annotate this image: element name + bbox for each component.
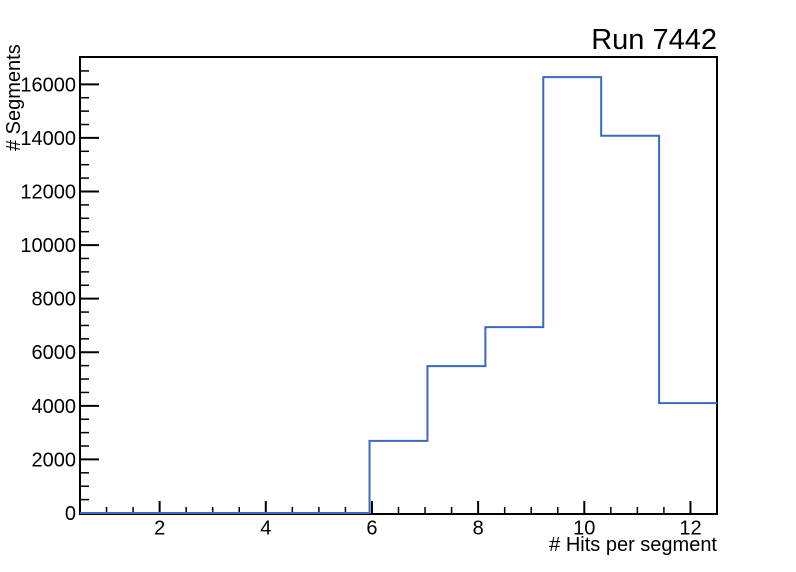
x-tick-label: 6	[366, 518, 377, 540]
y-tick-label: 10000	[20, 235, 76, 257]
plot-frame	[79, 56, 718, 515]
y-tick-label: 0	[65, 503, 76, 525]
x-tick-label: 4	[260, 518, 271, 540]
y-tick-label: 14000	[20, 128, 76, 150]
y-tick-label: 4000	[32, 396, 77, 418]
x-tick-label: 8	[473, 518, 484, 540]
page-title: Run 7442	[591, 24, 717, 56]
y-tick-label: 16000	[20, 74, 76, 96]
y-tick-label: 2000	[32, 449, 77, 471]
x-axis-title: # Hits per segment	[549, 534, 717, 556]
x-tick-label: 10	[573, 518, 595, 540]
y-axis-title: # Segments	[3, 44, 25, 151]
histogram-line	[80, 76, 717, 514]
y-tick-label: 12000	[20, 181, 76, 203]
y-tick-label: 8000	[32, 289, 77, 311]
x-tick-label: 12	[679, 518, 701, 540]
y-tick-label: 6000	[32, 342, 77, 364]
x-tick-label: 2	[154, 518, 165, 540]
